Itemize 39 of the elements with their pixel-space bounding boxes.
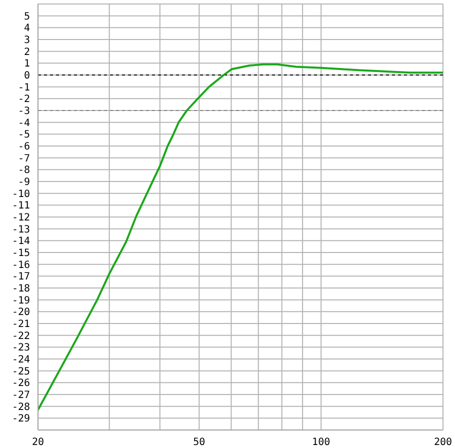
y-tick-label: 0 bbox=[24, 70, 30, 82]
y-tick-label: -13 bbox=[12, 224, 30, 236]
y-tick-label: -20 bbox=[12, 307, 30, 318]
y-tick-label: -17 bbox=[12, 272, 30, 283]
y-tick-label: -8 bbox=[18, 165, 30, 176]
x-tick-label: 50 bbox=[193, 437, 206, 448]
y-tick-label: -9 bbox=[18, 177, 30, 188]
y-tick-label: -24 bbox=[12, 354, 30, 366]
y-tick-label: -12 bbox=[12, 212, 30, 224]
y-tick-label: -19 bbox=[12, 295, 30, 306]
x-tick-label: 20 bbox=[32, 437, 44, 448]
x-tick-label: 200 bbox=[434, 437, 452, 448]
y-tick-label: -1 bbox=[18, 82, 30, 94]
y-tick-label: -14 bbox=[12, 236, 30, 248]
y-tick-label: -6 bbox=[18, 142, 30, 153]
y-tick-label: 1 bbox=[24, 58, 30, 70]
y-tick-label: -10 bbox=[12, 188, 30, 200]
y-tick-label: -2 bbox=[18, 94, 30, 106]
x-tick-label: 100 bbox=[312, 437, 330, 448]
y-tick-label: -3 bbox=[18, 106, 30, 118]
y-tick-label: -23 bbox=[12, 342, 30, 354]
y-tick-label: -5 bbox=[18, 130, 30, 141]
y-tick-label: -28 bbox=[12, 402, 30, 413]
y-tick-label: 5 bbox=[24, 11, 30, 22]
y-tick-label: -26 bbox=[12, 378, 30, 390]
y-tick-label: -7 bbox=[18, 153, 30, 164]
y-tick-label: -16 bbox=[12, 260, 30, 271]
y-tick-label: 4 bbox=[24, 23, 30, 34]
y-tick-label: -11 bbox=[12, 200, 30, 212]
y-tick-label: -21 bbox=[12, 319, 30, 330]
y-tick-label: 3 bbox=[24, 35, 30, 46]
y-tick-label: 2 bbox=[24, 46, 30, 58]
y-tick-label: -22 bbox=[12, 330, 30, 342]
y-tick-label: -29 bbox=[12, 414, 30, 425]
y-tick-label: -27 bbox=[12, 390, 30, 402]
y-tick-label: -4 bbox=[18, 118, 30, 129]
y-tick-label: -18 bbox=[12, 284, 30, 295]
y-tick-label: -25 bbox=[12, 366, 30, 378]
y-tick-label: -15 bbox=[12, 248, 30, 260]
